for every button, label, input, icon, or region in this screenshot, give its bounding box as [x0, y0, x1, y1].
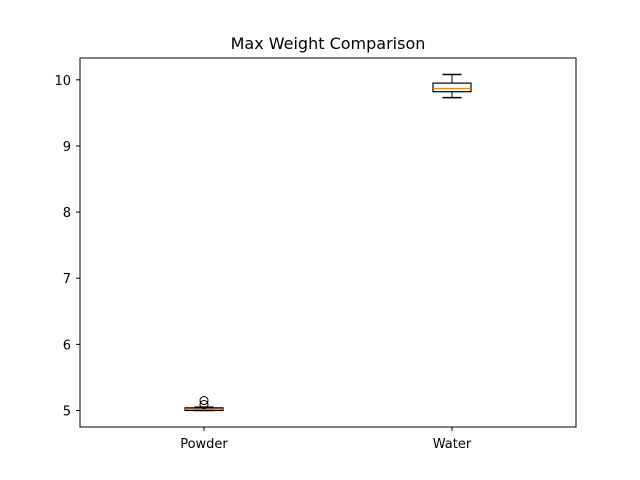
y-tick-label: 7	[63, 272, 71, 287]
y-tick-label: 8	[63, 206, 71, 221]
chart-title: Max Weight Comparison	[231, 34, 426, 53]
x-tick-label: Water	[433, 437, 472, 452]
powder-outlier-point	[199, 400, 209, 410]
y-tick-label: 6	[63, 338, 71, 353]
powder-outlier-point	[199, 396, 209, 406]
y-tick-label: 10	[54, 74, 71, 89]
plot-frame	[79, 57, 577, 428]
y-tick-label: 5	[63, 404, 71, 419]
y-tick-label: 9	[63, 140, 71, 155]
water-box	[432, 82, 472, 93]
x-tick-label: Powder	[180, 437, 228, 452]
